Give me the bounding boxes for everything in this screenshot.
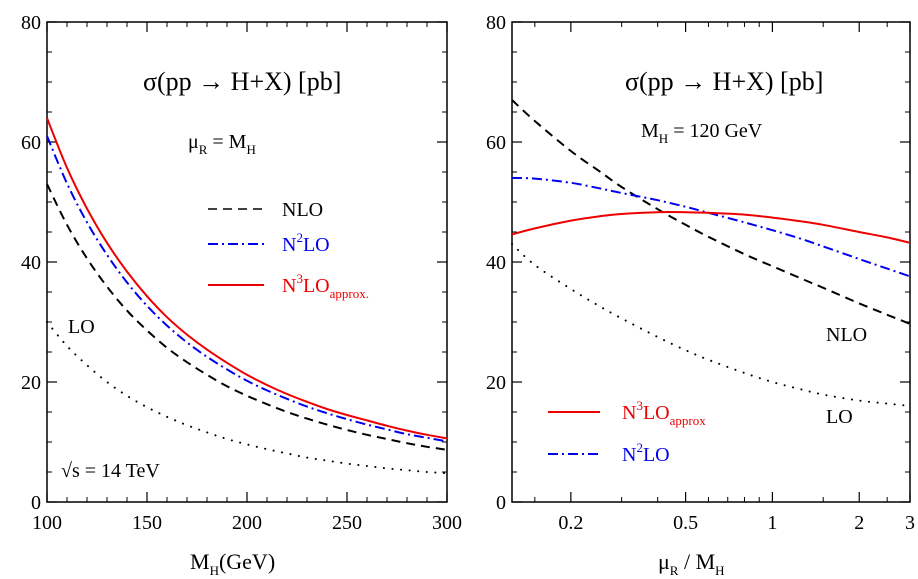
left-ticks: 0 20 40 60 80 100 150 200 250 300 (21, 12, 462, 534)
right-curves (511, 99, 911, 407)
left-ytick-label: 80 (21, 12, 41, 34)
left-series-lo (46, 321, 448, 475)
left-xlabel: MH(GeV) (190, 549, 275, 578)
left-legend: NLO N2LO N3LOapprox. (208, 199, 369, 301)
right-xtick-label: 3 (905, 512, 915, 534)
legend-label-n3lo-right: N3LOapprox (622, 398, 706, 428)
right-xtick-label: 1 (767, 512, 777, 534)
right-title: σ(pp → H+X) [pb] (625, 67, 823, 96)
right-curve-label-nlo: NLO (826, 324, 867, 346)
legend-label-n3lo: N3LOapprox. (282, 271, 369, 301)
left-series-n-lo (46, 135, 448, 443)
right-xtick-label: 0.2 (558, 512, 583, 534)
right-ytick-label: 80 (486, 12, 506, 34)
left-curve-label-lo: LO (68, 316, 95, 338)
left-xtick-label: 100 (32, 512, 62, 534)
left-panel: 0 20 40 60 80 100 150 200 250 300 σ(pp → H+X) [pb… (21, 12, 462, 578)
left-ytick-label: 40 (21, 252, 41, 274)
right-series-n-lo-approx (511, 211, 911, 244)
right-series-n-lo (511, 177, 911, 278)
left-xtick-label: 150 (132, 512, 162, 534)
right-xtick-label: 2 (854, 512, 864, 534)
right-series-nlo (511, 99, 911, 325)
right-annotation: MH = 120 GeV (641, 120, 763, 146)
left-annotation: μR = MH (188, 131, 256, 157)
left-series-nlo (46, 183, 448, 451)
right-curve-label-lo: LO (826, 406, 853, 428)
left-xtick-label: 300 (432, 512, 462, 534)
legend-label-n2lo: N2LO (282, 230, 330, 256)
left-xtick-label: 200 (232, 512, 262, 534)
right-legend: N3LOapprox N2LO (548, 398, 706, 466)
energy-label: √s = 14 TeV (61, 460, 160, 482)
right-panel: 0 20 40 60 80 0.2 0.5 1 2 3 σ(pp → H+X) [pb] MH =… (486, 12, 915, 578)
left-xtick-label: 250 (332, 512, 362, 534)
left-ytick-label: 0 (31, 492, 41, 514)
left-curves (46, 117, 448, 475)
right-ytick-label: 0 (496, 492, 506, 514)
right-ytick-label: 40 (486, 252, 506, 274)
right-ytick-label: 60 (486, 132, 506, 154)
left-ytick-label: 20 (21, 372, 41, 394)
right-ticks: 0 20 40 60 80 0.2 0.5 1 2 3 (486, 12, 915, 534)
left-ytick-label: 60 (21, 132, 41, 154)
left-title: σ(pp → H+X) [pb] (143, 67, 341, 96)
legend-label-nlo: NLO (282, 199, 323, 221)
right-xtick-label: 0.5 (673, 512, 698, 534)
right-ytick-label: 20 (486, 372, 506, 394)
left-series-n-lo-approx (46, 117, 448, 440)
right-xlabel: μR / MH (658, 549, 725, 578)
legend-label-n2lo-right: N2LO (622, 440, 670, 466)
